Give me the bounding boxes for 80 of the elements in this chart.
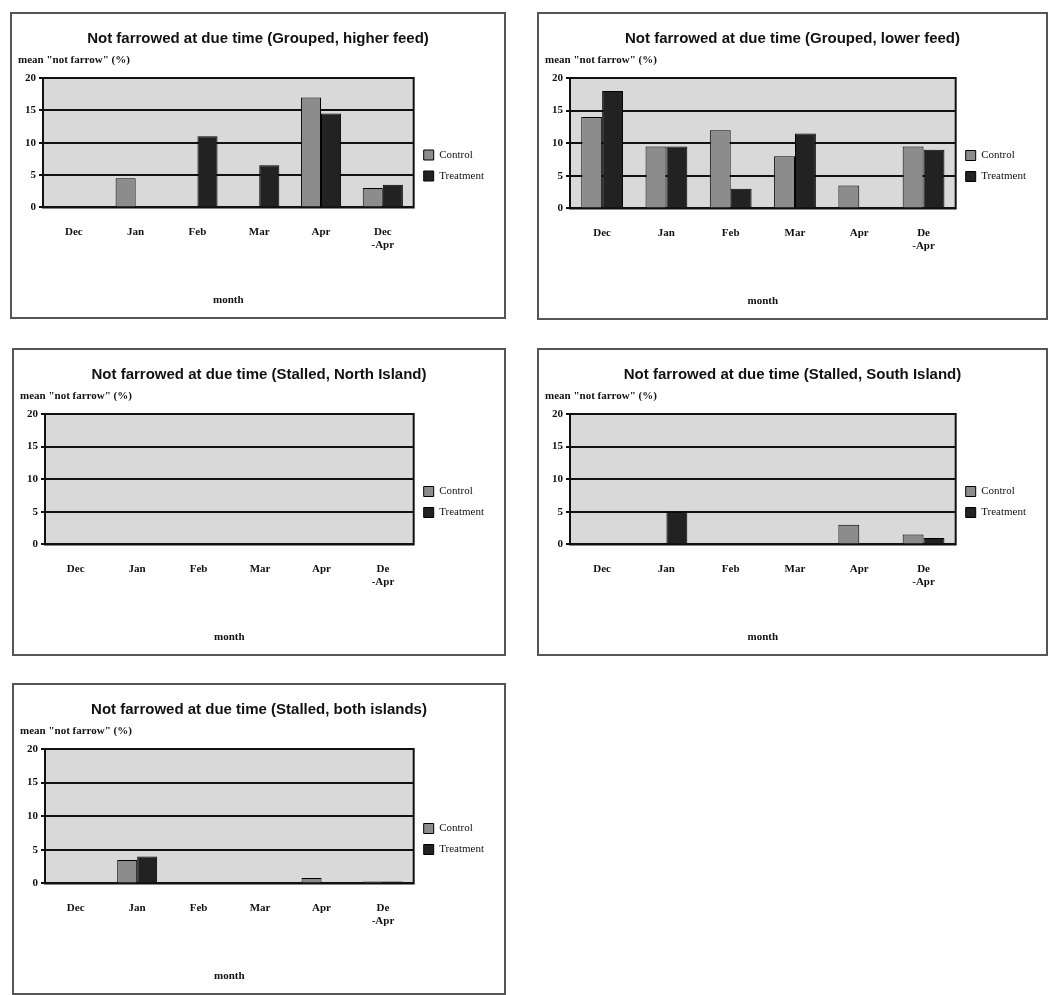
y-tick-label: 5 (32, 842, 39, 855)
y-tick-label: 10 (27, 472, 39, 485)
x-tick-label: Dec (65, 224, 83, 237)
y-tick-label: 15 (552, 439, 564, 452)
y-tick-label: 5 (32, 504, 39, 517)
y-tick-label: 15 (27, 439, 39, 452)
x-tick-label: Apr (312, 561, 332, 574)
x-tick-label: Mar (248, 224, 270, 237)
x-tick-label: Jan (128, 900, 146, 913)
x-tick-label: Dec (593, 225, 612, 238)
legend-label: Treatment (981, 505, 1026, 518)
y-tick-label: 15 (552, 103, 564, 116)
x-tick-label: Apr (849, 225, 869, 238)
y-tick-label: 0 (557, 201, 564, 214)
chart-title: Not farrowed at due time (Grouped, lower feed) (624, 29, 961, 47)
x-tick-label: De -Apr (912, 225, 935, 252)
x-tick-label: De -Apr (912, 561, 935, 588)
x-tick-label: Feb (189, 900, 208, 913)
x-tick-label: Mar (249, 900, 271, 913)
y-axis-title: mean "not farrow" (%) (20, 389, 133, 403)
y-tick-label: 10 (552, 136, 564, 149)
chart-title: Not farrowed at due time (Stalled, South Island) (623, 365, 962, 383)
legend-label: Treatment (439, 168, 484, 181)
legend-label: Treatment (981, 169, 1026, 182)
legend-label: Control (981, 148, 1015, 161)
chart-title: Not farrowed at due time (Stalled, both islands) (91, 700, 427, 718)
y-tick-label: 20 (27, 741, 39, 754)
x-tick-label: Dec (66, 561, 85, 574)
x-tick-label: Jan (657, 225, 675, 238)
x-tick-label: Mar (784, 561, 806, 574)
y-axis-title: mean "not farrow" (%) (18, 53, 131, 67)
x-tick-label: De -Apr (371, 900, 395, 927)
x-axis-title: month (747, 630, 779, 643)
x-tick-label: Dec (66, 900, 85, 913)
legend-label: Treatment (439, 505, 484, 518)
x-tick-label: Dec -Apr (371, 224, 395, 251)
y-tick-label: 5 (557, 168, 564, 181)
x-tick-label: Jan (128, 561, 146, 574)
x-tick-label: Apr (312, 900, 332, 913)
chart-title: Not farrowed at due time (Stalled, North Island) (91, 365, 427, 383)
y-axis-title: mean "not farrow" (%) (20, 724, 133, 738)
y-tick-label: 5 (557, 504, 564, 517)
x-axis-title: month (747, 294, 779, 307)
x-tick-label: Feb (721, 225, 740, 238)
y-tick-label: 10 (552, 472, 564, 485)
x-tick-label: Feb (721, 561, 740, 574)
y-tick-label: 20 (552, 406, 564, 419)
legend-label: Treatment (439, 842, 484, 855)
y-tick-label: 20 (25, 70, 37, 83)
y-axis-title: mean "not farrow" (%) (545, 389, 658, 403)
x-tick-label: Jan (127, 224, 145, 237)
legend-label: Control (439, 484, 473, 497)
x-tick-label: Feb (189, 561, 208, 574)
y-tick-label: 10 (27, 809, 39, 822)
x-tick-label: Mar (249, 561, 271, 574)
y-tick-label: 0 (557, 537, 564, 550)
y-tick-label: 0 (32, 876, 39, 889)
x-axis-title: month (213, 293, 244, 306)
y-axis-title: mean "not farrow" (%) (545, 53, 658, 67)
x-axis-title: month (214, 630, 245, 643)
y-tick-label: 20 (552, 70, 564, 83)
legend-label: Control (439, 147, 473, 160)
chart-title: Not farrowed at due time (Grouped, higher feed) (87, 29, 429, 47)
y-tick-label: 0 (30, 200, 37, 213)
x-tick-label: Dec (593, 561, 612, 574)
y-tick-label: 15 (27, 775, 39, 788)
x-tick-label: Feb (188, 224, 207, 237)
y-tick-label: 20 (27, 406, 39, 419)
x-axis-title: month (214, 969, 245, 982)
x-tick-label: Apr (311, 224, 331, 237)
y-tick-label: 10 (25, 135, 37, 148)
x-tick-label: Jan (657, 561, 675, 574)
y-tick-label: 0 (32, 537, 39, 550)
x-tick-label: Mar (784, 225, 806, 238)
legend-label: Control (981, 484, 1015, 497)
legend-label: Control (439, 821, 473, 834)
x-tick-label: Apr (849, 561, 869, 574)
y-tick-label: 5 (30, 167, 37, 180)
y-tick-label: 15 (25, 103, 37, 116)
x-tick-label: De -Apr (371, 561, 395, 588)
